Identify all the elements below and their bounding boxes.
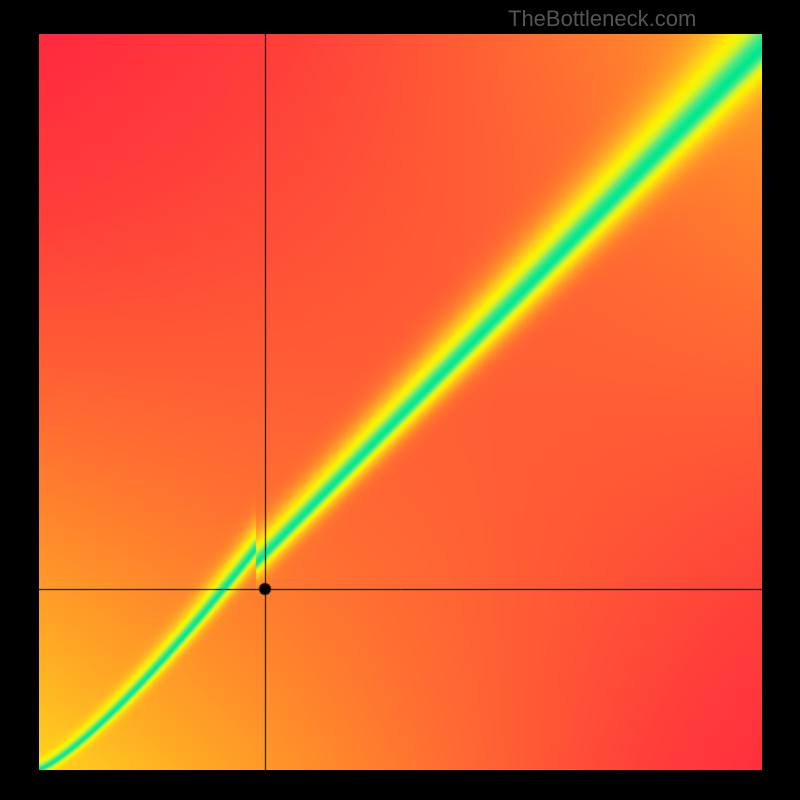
bottleneck-heatmap	[39, 34, 762, 770]
chart-container: { "attribution": { "text": "TheBottlenec…	[0, 0, 800, 800]
attribution-text: TheBottleneck.com	[508, 6, 696, 32]
